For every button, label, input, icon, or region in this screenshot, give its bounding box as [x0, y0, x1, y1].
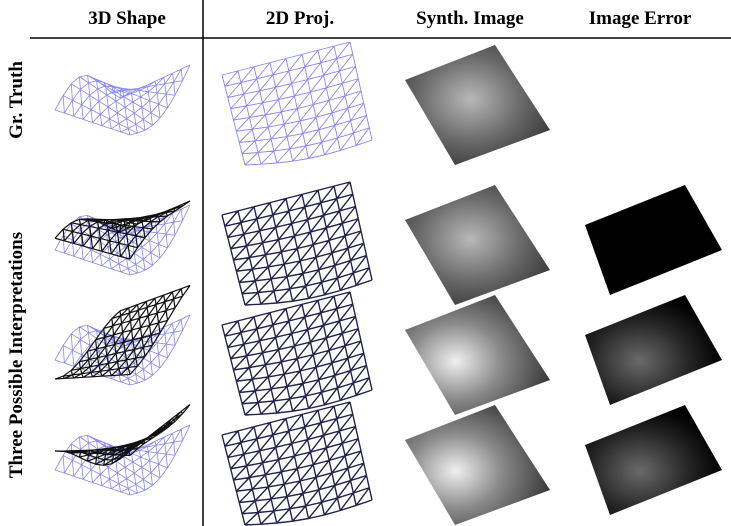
mesh: [222, 402, 372, 525]
mesh: [55, 201, 190, 259]
mesh-lines: [55, 285, 190, 379]
column-header: Synth. Image: [416, 8, 524, 29]
mesh-lines: [222, 292, 372, 415]
mesh: [55, 285, 190, 379]
column-header: 3D Shape: [88, 8, 166, 29]
mesh: [55, 205, 190, 275]
error-image: [585, 185, 722, 295]
mesh: [222, 182, 372, 305]
synth-image: [405, 405, 550, 525]
mesh-lines: [55, 65, 190, 135]
column-header: 2D Proj.: [266, 8, 334, 29]
mesh-lines: [55, 205, 190, 275]
mesh: [55, 65, 190, 135]
synth-image: [405, 185, 550, 305]
mesh-lines: [222, 42, 372, 165]
synth-image: [405, 295, 550, 415]
mesh: [222, 42, 372, 165]
mesh: [55, 425, 190, 495]
synth-image: [405, 45, 550, 165]
mesh-lines: [222, 182, 372, 305]
mesh-lines: [55, 425, 190, 495]
mesh-lines: [55, 201, 190, 259]
figure: 3D Shape 2D Proj. Synth. Image Image Err…: [0, 0, 731, 526]
column-header: Image Error: [589, 8, 692, 29]
row-label: Gr. Truth: [6, 61, 27, 139]
error-image: [585, 295, 722, 405]
mesh-lines: [222, 402, 372, 525]
row-label: Three Possible Interpretations: [6, 232, 27, 478]
mesh: [222, 292, 372, 415]
illustrations: [55, 42, 722, 525]
error-image: [585, 405, 722, 515]
